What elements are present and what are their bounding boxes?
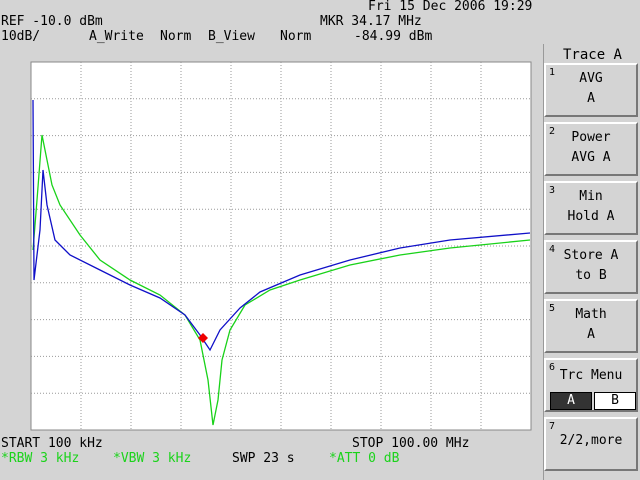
softkey[interactable]: 5 Math A [544,299,638,353]
softkey[interactable]: 4 Store A to B [544,240,638,294]
softkey[interactable]: 3 Min Hold A [544,181,638,235]
softkey-title: Trace A [562,47,622,63]
softkey-number: 2 [549,126,556,137]
softkey-number: 6 [549,362,556,373]
softkey-label: AVG A [579,71,603,106]
trace-b-det: Norm [280,29,312,44]
toggle-option[interactable]: A [550,392,592,410]
trace-a-det: Norm [160,29,192,44]
trace-a [32,99,531,352]
softkey-label: Store A to B [563,248,619,283]
softkey-number: 3 [549,185,556,196]
grid [31,62,531,430]
softkey-number: 5 [549,303,556,314]
softkey-number: 4 [549,244,556,255]
softkey-label: Min Hold A [567,189,615,224]
trace-b-mode: B_View [208,29,255,44]
scale: 10dB/ [1,29,41,44]
softkey-label: Power AVG A [571,130,611,165]
softkey[interactable]: 6 A B Trc Menu [544,358,638,412]
softkey[interactable]: 2 Power AVG A [544,122,638,176]
vbw: *VBW 3 kHz [113,451,192,466]
datetime: Fri 15 Dec 2006 19:29 [368,0,533,14]
marker-level: -84.99 dBm [354,29,433,44]
attenuation: *ATT 0 dB [329,451,400,466]
softkey-label: Trc Menu [559,368,623,383]
softkey-label: Math A [575,307,607,342]
ref-level: REF -10.0 dBm [1,14,103,29]
trace-b [32,134,531,426]
softkey-number: 7 [549,421,556,432]
rbw: *RBW 3 kHz [1,451,80,466]
start-freq: START 100 kHz [1,436,103,451]
softkey-number: 1 [549,67,556,78]
plot [30,61,532,431]
softkey[interactable]: 1 AVG A [544,63,638,117]
sweep-time: SWP 23 s [232,451,295,466]
marker [198,333,208,343]
stop-freq: STOP 100.00 MHz [352,436,470,451]
softkey[interactable]: 7 2/2,more [544,417,638,471]
marker-freq: MKR 34.17 MHz [320,14,422,29]
softkey-label: 2/2,more [559,433,623,448]
toggle-option[interactable]: B [594,392,636,410]
trace-a-mode: A_Write [89,29,144,44]
